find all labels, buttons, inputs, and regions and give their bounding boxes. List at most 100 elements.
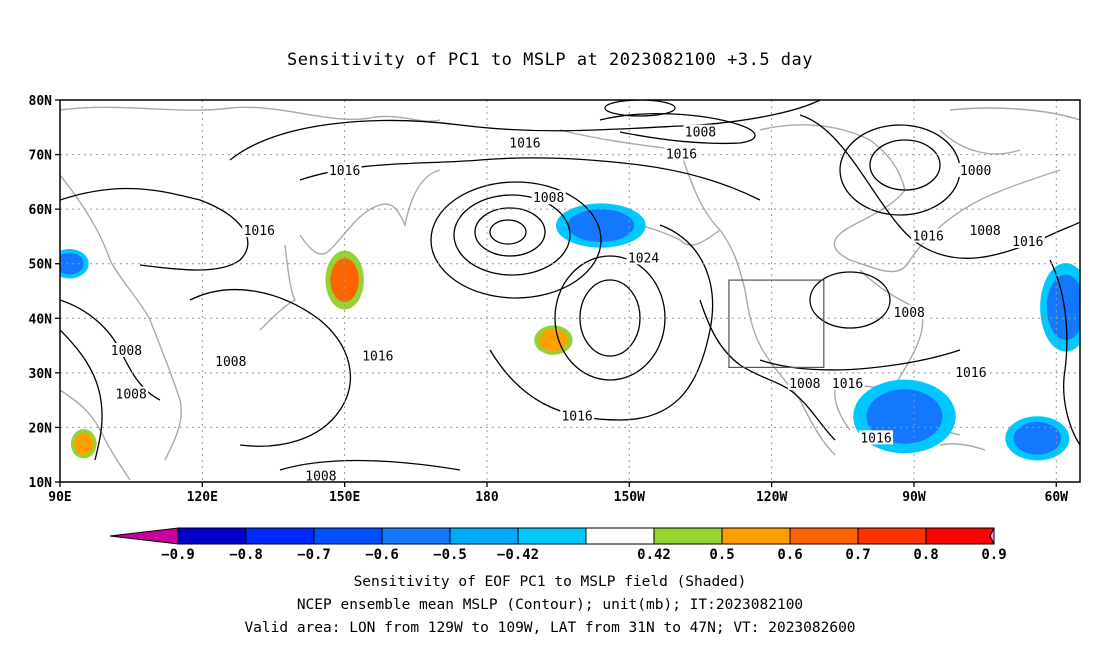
shaded-area (60, 252, 84, 275)
contour-label: 1008 (894, 306, 925, 321)
contour-asia-1008b (60, 329, 103, 461)
contour-label: 1016 (860, 431, 891, 446)
lat-tick-label: 60N (29, 203, 53, 218)
lon-tick-label: 150E (329, 490, 360, 505)
colorbar-label: −0.5 (433, 547, 467, 563)
contour-label-bg (242, 222, 277, 237)
coast-japan (259, 244, 296, 331)
colorbar-swatch (177, 527, 247, 545)
contour-atlantic (1049, 259, 1080, 446)
contour-label-bg (531, 190, 566, 205)
contour-label-bg (911, 228, 946, 243)
contour-label-bg (327, 162, 362, 177)
contour-label: 1016 (955, 366, 986, 381)
contour-label: 1024 (628, 251, 659, 266)
contour-low-ring (474, 207, 546, 257)
contour-label: 1008 (969, 224, 1000, 239)
shaded-area (74, 432, 94, 455)
map-title: Sensitivity of PC1 to MSLP at 2023082100… (286, 50, 813, 70)
colorbar-swatch (789, 527, 859, 545)
lat-tick-label: 10N (29, 476, 53, 491)
contour-label: 1016 (832, 377, 863, 392)
contour-label: 1000 (960, 164, 991, 179)
colorbar-swatch (585, 527, 655, 545)
contour-1016-band (299, 157, 761, 201)
contour-low-ring (489, 219, 527, 245)
contour-label-bg (303, 468, 338, 483)
mslp-contours (60, 100, 1080, 471)
colorbar-swatch (449, 527, 519, 545)
contour-label: 1008 (305, 470, 336, 485)
lat-tick-label: 50N (29, 258, 53, 273)
colorbar-label: 0.5 (709, 547, 734, 563)
contour-label: 1016 (913, 229, 944, 244)
contour-label-bg (507, 135, 542, 150)
shaded-area (567, 209, 635, 242)
caption-valid-area: Valid area: LON from 129W to 109W, LAT f… (244, 620, 856, 636)
lon-tick-label: 90E (48, 490, 71, 505)
contour-label: 1008 (215, 355, 246, 370)
coast-kamchatka (299, 169, 441, 255)
colorbar-label: −0.8 (229, 547, 263, 563)
contour-1016-us (759, 349, 961, 371)
contour-arctic-ring (604, 100, 676, 117)
colorbar-swatch (721, 527, 791, 545)
colorbar-over-arrow (989, 527, 995, 545)
colorbar-label: 0.7 (845, 547, 870, 563)
contour-label-bg (830, 375, 865, 390)
contour-high-ring (579, 279, 641, 357)
coast-southeast-asia (60, 389, 131, 481)
contour-1008-mexico (699, 299, 836, 441)
contour-1016-west-pacific (189, 289, 352, 447)
colorbar-label: −0.42 (497, 547, 539, 563)
caption-shading: Sensitivity of EOF PC1 to MSLP field (Sh… (353, 574, 747, 590)
contour-label-bg (213, 353, 248, 368)
contour-label-bg (360, 348, 395, 363)
colorbar-swatch (925, 527, 995, 545)
contour-1008-south (279, 459, 461, 471)
graticule (60, 100, 1080, 482)
coast-arctic-asia (60, 106, 441, 122)
contour-label: 1008 (111, 344, 142, 359)
contour-label: 1008 (789, 377, 820, 392)
contour-labels: 1008 1016 1016 1016 1000 1008 1016 1016 1008 1016… (109, 124, 1045, 485)
contour-label-bg (968, 222, 1003, 237)
contour-low-ring (453, 194, 571, 276)
contour-label-bg (109, 343, 144, 358)
map-area: 1008 1016 1016 1016 1000 1008 1016 1016 1008 1016… (29, 94, 1081, 505)
lat-tick-label: 40N (29, 312, 53, 327)
contour-label: 1016 (509, 137, 540, 152)
latitude-axis: 80N 70N 60N 50N 40N 30N 20N 10N (29, 94, 60, 491)
contour-label: 1016 (1012, 235, 1043, 250)
colorbar-label: 0.42 (637, 547, 671, 563)
colorbar: −0.9 −0.8 −0.7 −0.6 −0.5 −0.42 0.42 0.5 0.6 0.7 0.… (109, 527, 1007, 563)
lat-tick-label: 30N (29, 367, 53, 382)
contour-label-bg (958, 162, 993, 177)
contour-label: 1016 (362, 349, 393, 364)
lon-tick-label: 60W (1045, 490, 1069, 505)
colorbar-label: −0.9 (161, 547, 195, 563)
contour-label-bg (892, 304, 927, 319)
colorbar-swatch (313, 527, 383, 545)
lon-tick-label: 120W (756, 490, 787, 505)
lon-tick-label: 120E (187, 490, 218, 505)
contour-label: 1016 (244, 224, 275, 239)
contour-label-bg (787, 375, 822, 390)
coast-north-america-west (719, 229, 836, 456)
coast-greenland (939, 107, 1080, 155)
shaded-area (1046, 274, 1080, 341)
contour-label: 1016 (666, 148, 697, 163)
colorbar-label: 0.6 (777, 547, 802, 563)
colorbar-under-arrow (109, 527, 179, 545)
colorbar-swatch (653, 527, 723, 545)
contour-label: 1008 (116, 388, 147, 403)
contour-label-bg (953, 364, 988, 379)
shaded-area (1013, 421, 1062, 455)
colorbar-swatch (245, 527, 315, 545)
valid-area-box (728, 279, 825, 369)
contour-arctic-1016 (229, 100, 821, 161)
caption-contour: NCEP ensemble mean MSLP (Contour); unit(… (296, 597, 804, 613)
colorbar-label: 0.9 (981, 547, 1006, 563)
colorbar-swatch (857, 527, 927, 545)
coast-canada (759, 124, 1061, 273)
